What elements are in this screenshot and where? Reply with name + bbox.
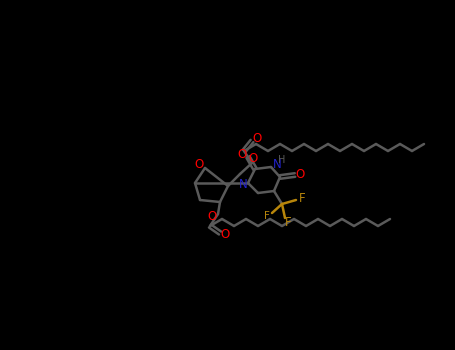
Text: N: N [273,158,281,170]
Text: O: O [194,159,204,172]
Text: F: F [285,217,291,230]
Text: O: O [253,133,262,146]
Text: O: O [295,168,305,182]
Text: N: N [238,178,248,191]
Text: H: H [278,155,286,165]
Text: O: O [220,229,230,241]
Text: O: O [248,152,258,164]
Text: F: F [264,211,270,221]
Text: O: O [207,210,217,223]
Text: F: F [298,191,305,204]
Text: O: O [238,148,247,161]
